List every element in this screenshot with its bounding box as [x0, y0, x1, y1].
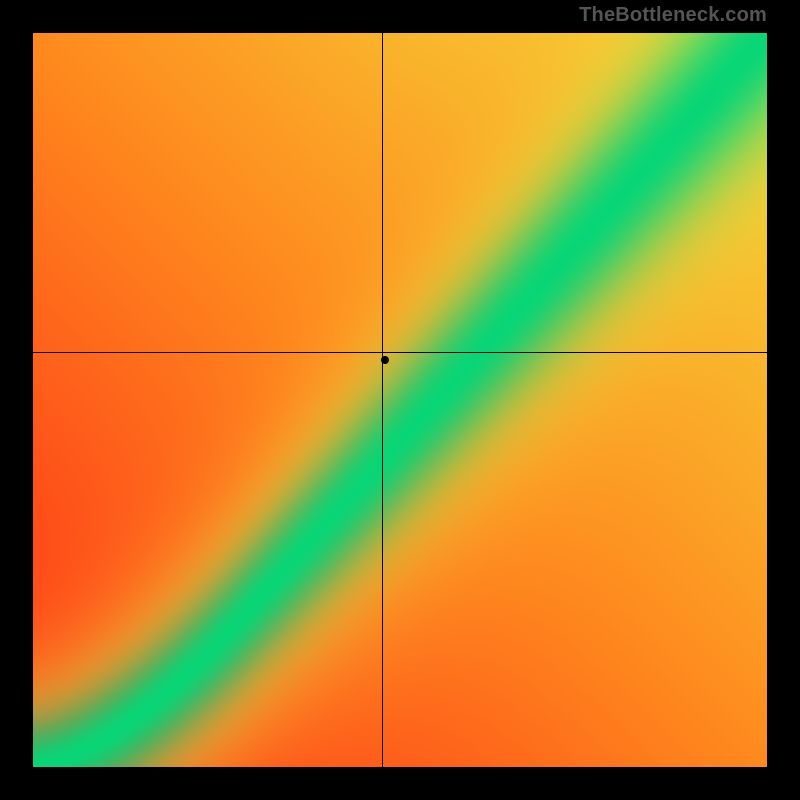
figure-outer: TheBottleneck.com [0, 0, 800, 800]
selection-marker [381, 356, 389, 364]
heatmap-canvas [33, 33, 767, 767]
crosshair-vertical [382, 33, 383, 767]
crosshair-horizontal [33, 352, 767, 353]
watermark-text: TheBottleneck.com [579, 4, 767, 27]
heatmap-plot [33, 33, 767, 767]
